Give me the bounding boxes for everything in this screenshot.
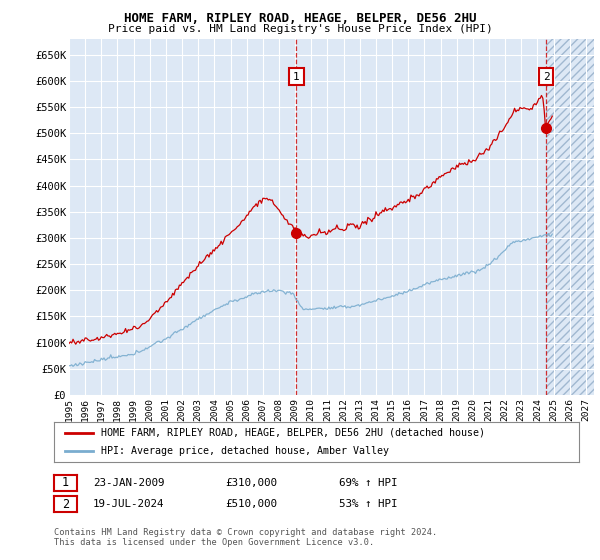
Text: £310,000: £310,000	[225, 478, 277, 488]
Text: 53% ↑ HPI: 53% ↑ HPI	[339, 499, 397, 509]
Text: 1: 1	[62, 476, 69, 489]
Text: 23-JAN-2009: 23-JAN-2009	[93, 478, 164, 488]
Text: HPI: Average price, detached house, Amber Valley: HPI: Average price, detached house, Ambe…	[101, 446, 389, 456]
Text: 69% ↑ HPI: 69% ↑ HPI	[339, 478, 397, 488]
Text: 2: 2	[62, 497, 69, 511]
Text: 2: 2	[543, 72, 550, 82]
Bar	[546, 39, 594, 395]
Text: 19-JUL-2024: 19-JUL-2024	[93, 499, 164, 509]
Text: £510,000: £510,000	[225, 499, 277, 509]
Text: Contains HM Land Registry data © Crown copyright and database right 2024.
This d: Contains HM Land Registry data © Crown c…	[54, 528, 437, 547]
Text: HOME FARM, RIPLEY ROAD, HEAGE, BELPER, DE56 2HU (detached house): HOME FARM, RIPLEY ROAD, HEAGE, BELPER, D…	[101, 428, 485, 437]
Text: 1: 1	[293, 72, 299, 82]
Text: Price paid vs. HM Land Registry's House Price Index (HPI): Price paid vs. HM Land Registry's House …	[107, 24, 493, 34]
Text: HOME FARM, RIPLEY ROAD, HEAGE, BELPER, DE56 2HU: HOME FARM, RIPLEY ROAD, HEAGE, BELPER, D…	[124, 12, 476, 25]
